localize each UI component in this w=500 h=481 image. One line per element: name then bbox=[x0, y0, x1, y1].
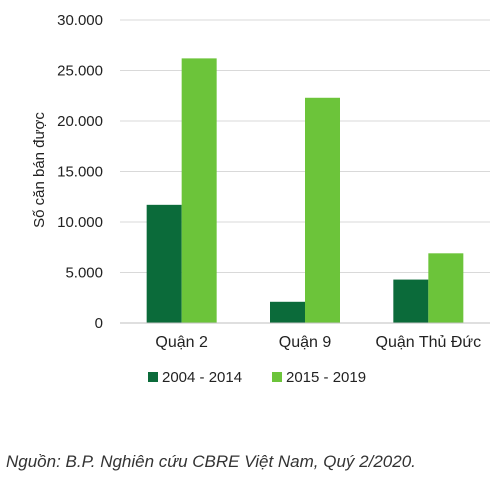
bar bbox=[305, 97, 340, 324]
y-tick-label: 25.000 bbox=[57, 63, 103, 80]
bar bbox=[270, 301, 305, 323]
source-caption: Nguồn: B.P. Nghiên cứu CBRE Việt Nam, Qu… bbox=[6, 452, 416, 471]
legend-label: 2004 - 2014 bbox=[162, 369, 242, 386]
y-tick-label: 10.000 bbox=[57, 214, 103, 231]
x-category-label: Quận Thủ Đức bbox=[376, 334, 482, 351]
legend-label: 2015 - 2019 bbox=[286, 369, 366, 386]
y-axis-title: Số căn bán được bbox=[31, 112, 48, 228]
y-axis-ticks: 0 5.000 10.000 15.000 20.000 25.000 30.000 bbox=[57, 12, 103, 332]
legend: 2004 - 2014 2015 - 2019 bbox=[148, 369, 366, 386]
x-axis-categories: Quận 2 Quận 9 Quận Thủ Đức bbox=[155, 334, 481, 351]
y-tick-label: 15.000 bbox=[57, 164, 103, 181]
bar bbox=[146, 204, 182, 323]
bar bbox=[181, 58, 217, 323]
y-tick-label: 0 bbox=[95, 315, 103, 332]
legend-swatch bbox=[272, 372, 282, 382]
x-category-label: Quận 9 bbox=[279, 334, 332, 351]
y-tick-label: 20.000 bbox=[57, 113, 103, 130]
legend-swatch bbox=[148, 372, 158, 382]
y-tick-label: 5.000 bbox=[65, 265, 103, 282]
bar bbox=[428, 253, 464, 323]
bars bbox=[146, 58, 464, 324]
y-tick-label: 30.000 bbox=[57, 12, 103, 29]
x-category-label: Quận 2 bbox=[155, 334, 208, 351]
bar-chart: 0 5.000 10.000 15.000 20.000 25.000 30.000 Quậ… bbox=[31, 12, 490, 386]
bar bbox=[393, 279, 429, 323]
